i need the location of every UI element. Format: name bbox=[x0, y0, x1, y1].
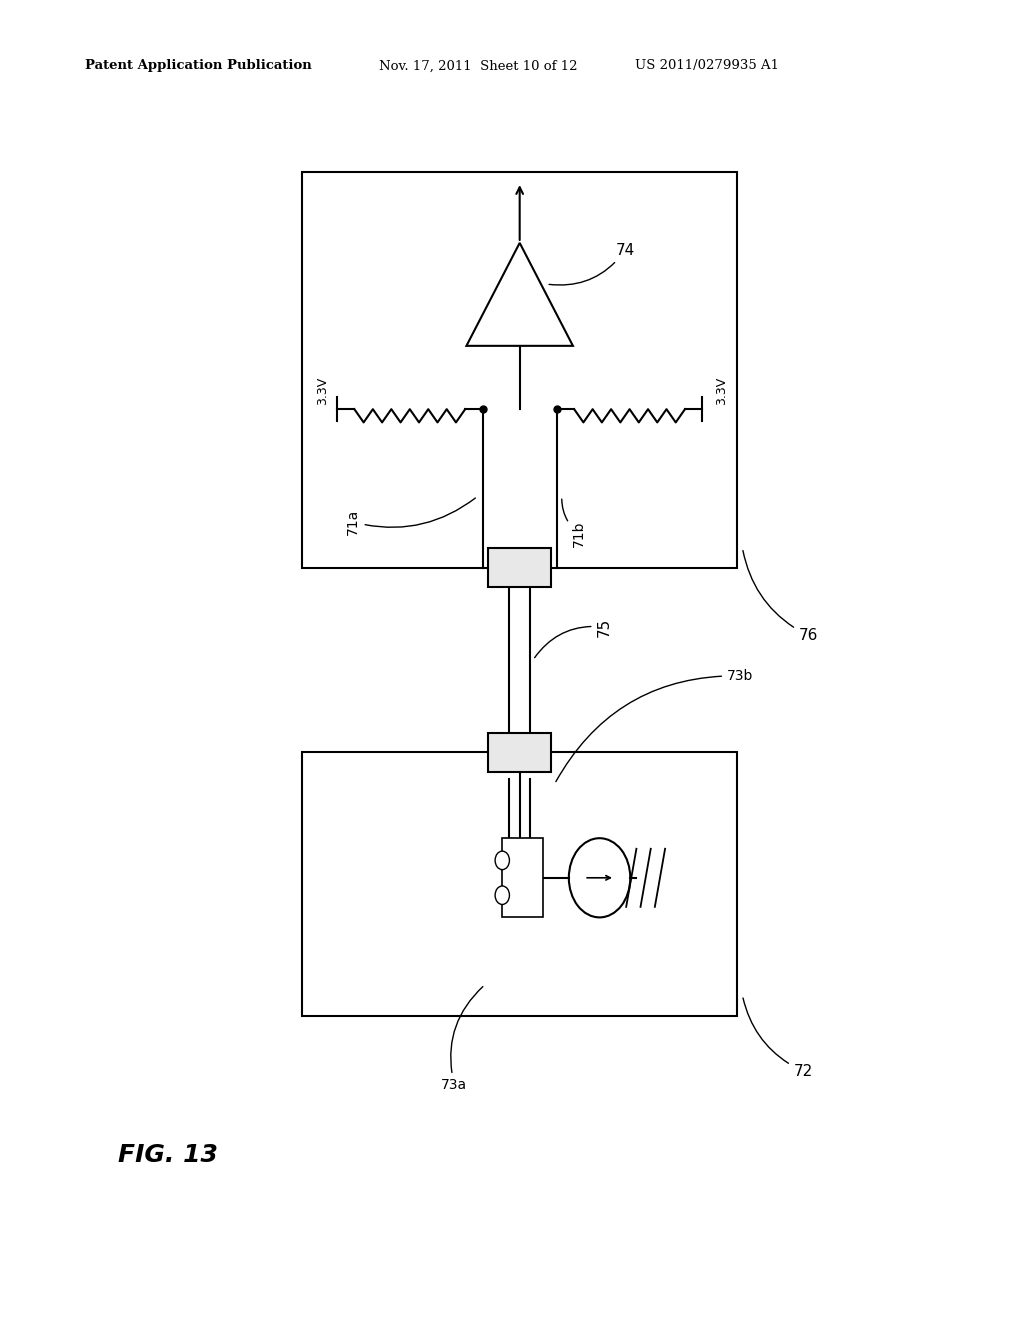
Text: 73b: 73b bbox=[556, 669, 754, 781]
Text: 71b: 71b bbox=[562, 499, 586, 546]
Text: FIG. 13: FIG. 13 bbox=[118, 1143, 218, 1167]
Text: 76: 76 bbox=[743, 550, 818, 643]
Bar bbox=[488, 548, 551, 587]
Text: Nov. 17, 2011  Sheet 10 of 12: Nov. 17, 2011 Sheet 10 of 12 bbox=[379, 59, 578, 73]
Polygon shape bbox=[467, 243, 573, 346]
Bar bbox=[302, 172, 737, 568]
Text: Patent Application Publication: Patent Application Publication bbox=[85, 59, 311, 73]
Bar bbox=[502, 838, 543, 917]
Circle shape bbox=[496, 886, 510, 904]
Bar bbox=[302, 752, 737, 1016]
Text: 71a: 71a bbox=[345, 498, 475, 535]
Bar bbox=[488, 733, 551, 772]
Text: US 2011/0279935 A1: US 2011/0279935 A1 bbox=[635, 59, 779, 73]
Text: 72: 72 bbox=[743, 998, 813, 1078]
Text: 3.3V: 3.3V bbox=[715, 378, 728, 405]
Text: 73a: 73a bbox=[441, 986, 483, 1092]
Text: 74: 74 bbox=[549, 243, 635, 285]
Circle shape bbox=[496, 851, 510, 870]
Text: 75: 75 bbox=[535, 618, 611, 657]
Text: 3.3V: 3.3V bbox=[315, 378, 329, 405]
